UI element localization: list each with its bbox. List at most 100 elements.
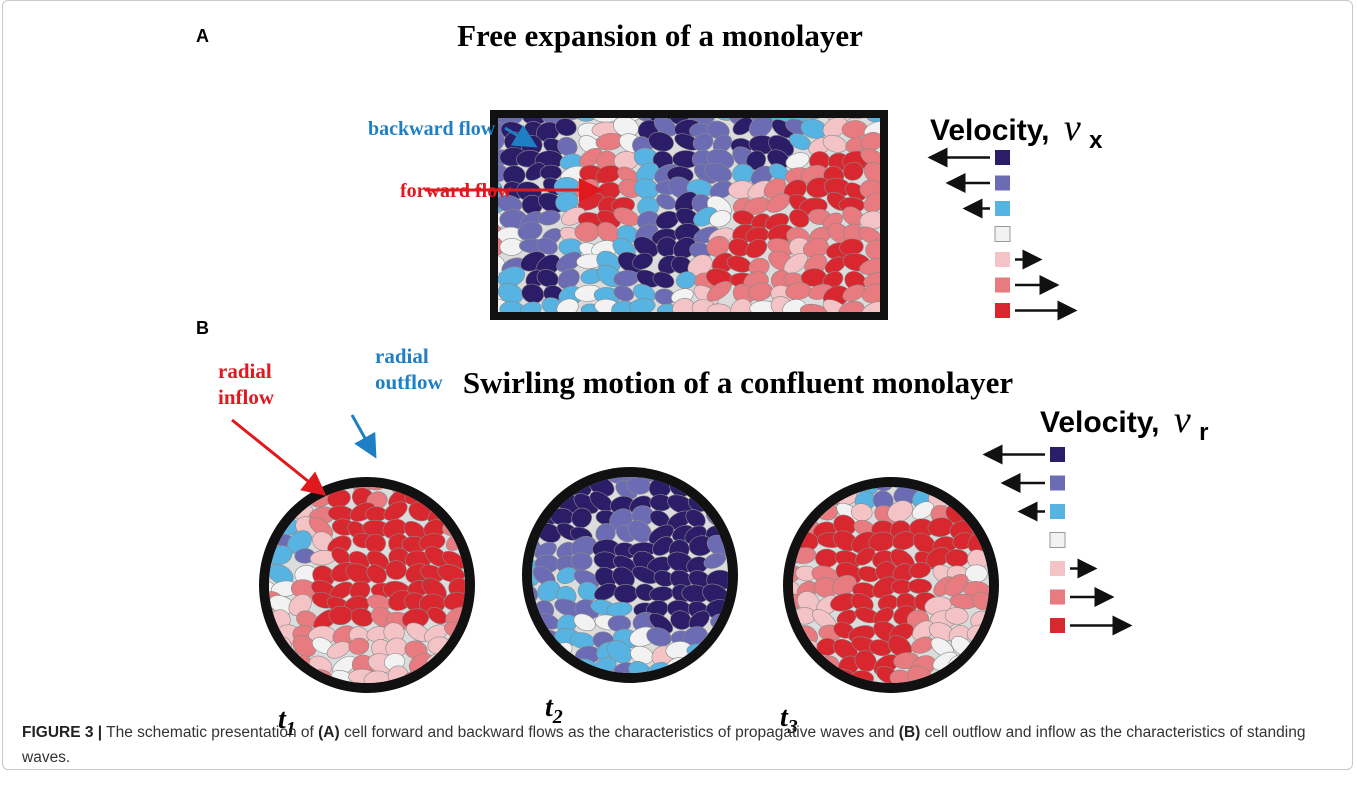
legend-swatch (1050, 447, 1065, 462)
cell (802, 118, 826, 120)
legend-swatch (995, 201, 1010, 216)
cell (269, 640, 276, 662)
cell (612, 566, 635, 588)
legend-swatch (995, 277, 1010, 293)
cell (944, 574, 969, 597)
cell (348, 637, 370, 655)
cell (532, 645, 543, 665)
cell (652, 536, 674, 556)
cell (383, 501, 408, 521)
legend-swatch (1050, 504, 1065, 519)
caption-label: FIGURE 3 | (22, 724, 103, 741)
cell (732, 118, 754, 136)
legend-subscript: r (1199, 419, 1208, 446)
cell (519, 301, 542, 312)
legend-swatch (995, 303, 1010, 318)
cell (966, 670, 989, 683)
cell (269, 502, 279, 523)
cell (822, 299, 849, 312)
caption-ref: (A) (318, 724, 340, 741)
time-subscript: 3 (787, 716, 798, 738)
annotation-arrow (350, 414, 377, 459)
legend-title-text: Velocity, (930, 114, 1050, 147)
cell (793, 487, 804, 506)
cell (557, 136, 578, 157)
cell (437, 564, 465, 583)
time-label: t2 (545, 692, 563, 728)
time-symbol: t (278, 704, 287, 735)
cell (965, 564, 988, 583)
panel-label: A (196, 26, 209, 46)
cell (944, 607, 969, 625)
legend-swatch (995, 175, 1010, 191)
caption-text: cell forward and backward flows as the c… (339, 724, 899, 741)
cell (908, 562, 931, 579)
cell (269, 490, 296, 508)
panel-title: Free expansion of a monolayer (457, 18, 863, 53)
cell (437, 487, 465, 496)
cell (634, 118, 657, 122)
cell (532, 477, 544, 495)
cell (556, 251, 583, 273)
cell (887, 500, 913, 523)
cell (813, 487, 837, 492)
legend-swatch (1050, 475, 1065, 491)
cell (838, 300, 865, 312)
caption-text: cell outflow and inflow as the character… (22, 724, 1306, 766)
cell (652, 271, 675, 289)
cell (911, 501, 934, 520)
cell (532, 630, 539, 646)
cell (366, 564, 387, 584)
caption-ref: (B) (898, 724, 921, 741)
cell (692, 133, 714, 152)
cell (385, 560, 407, 580)
cell (789, 209, 810, 228)
cell (574, 118, 600, 122)
legend-swatch (1050, 561, 1065, 576)
cell (536, 237, 558, 255)
cell (793, 669, 801, 683)
cell (532, 477, 537, 485)
cell (632, 252, 654, 270)
cell (707, 480, 728, 499)
legend-title-text: Velocity, (1040, 406, 1160, 439)
cell (646, 627, 672, 647)
cell (842, 284, 866, 302)
cell (573, 613, 596, 632)
cell (498, 131, 505, 152)
cell (628, 298, 656, 312)
cell (574, 221, 600, 242)
cell (539, 477, 561, 483)
cell (745, 239, 768, 259)
legend-swatch (994, 226, 1011, 242)
cell (556, 298, 579, 312)
cell (704, 658, 728, 673)
cell (838, 118, 867, 120)
cell (861, 301, 880, 312)
cell (704, 162, 732, 183)
legend-symbol: v (1064, 107, 1081, 149)
time-symbol: t (780, 702, 789, 733)
cell (766, 193, 791, 213)
cell (537, 210, 561, 226)
cell (685, 509, 706, 528)
cell (948, 487, 973, 494)
legend-swatch (1049, 532, 1066, 548)
panel-title: Swirling motion of a confluent monolayer (463, 365, 1013, 400)
legend (982, 444, 1133, 636)
legend (927, 147, 1078, 321)
cell (555, 118, 577, 137)
annotation: radial (218, 359, 272, 383)
cell (793, 492, 819, 509)
cell (872, 487, 894, 492)
cell (270, 487, 295, 491)
legend-swatch (995, 252, 1010, 267)
time-subscript: 1 (286, 718, 296, 740)
cell (498, 180, 503, 203)
time-label: t3 (780, 702, 798, 738)
cell (945, 549, 969, 568)
cell (703, 552, 726, 569)
cell (863, 191, 880, 213)
cell (350, 607, 374, 627)
